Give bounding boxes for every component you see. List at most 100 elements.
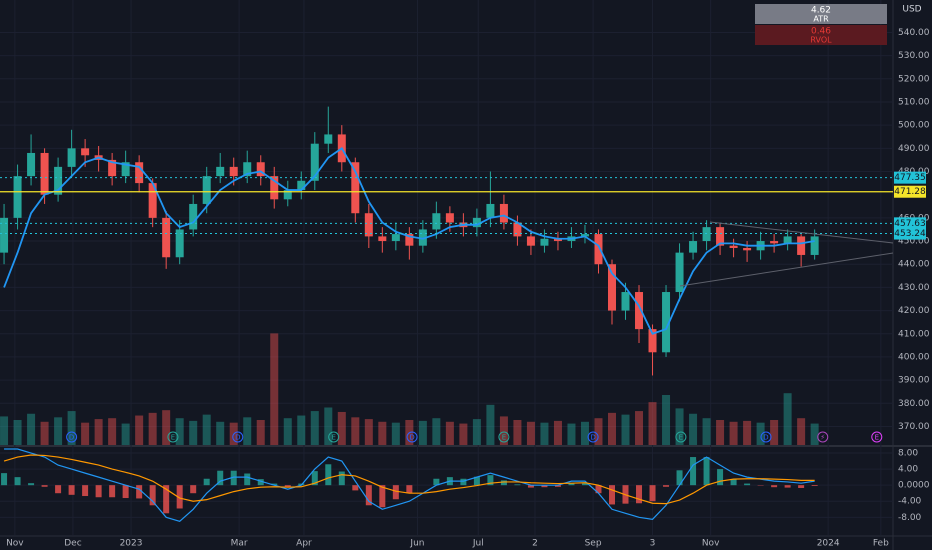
candle-body [743,247,752,251]
candle-body [594,234,603,265]
macd-histogram [460,478,467,486]
volume-bar [594,418,603,445]
candle-body [783,236,792,244]
level-label: 457.63 [894,219,926,229]
candle-body [351,162,360,214]
macd-tick-label: -8.00 [898,513,922,523]
volume-bar [418,420,427,445]
macd-histogram [771,485,778,488]
x-tick-label: Mar [231,539,248,549]
candle-body [270,176,279,200]
volume-bar [40,421,49,445]
macd-histogram [365,485,372,506]
macd-histogram [55,485,62,494]
macd-histogram [311,471,318,486]
event-marker [167,431,179,443]
candle-body [297,180,306,191]
level-label-box [894,185,926,198]
event-label: D [409,434,414,442]
macd-histogram [487,475,494,486]
currency[interactable]: USD [902,5,921,15]
event-label: D [590,434,595,442]
volume-bar [256,420,265,445]
volume-bar [310,411,319,445]
macd-histogram [109,485,116,498]
volume-bar [175,418,184,445]
macd-histogram [379,485,386,508]
macd-histogram [68,485,75,495]
x-tick-label: Jul [472,539,484,549]
candle-body [635,292,644,330]
macd-tick-label: 4.00 [898,465,918,475]
candle-body [513,222,522,237]
event-label: E [171,434,175,442]
candle-body [283,190,292,200]
volume-bar [499,416,508,445]
event-marker [760,431,772,443]
x-tick-label: Apr [296,539,312,549]
macd-histogram [595,485,602,494]
y-tick-label: 530.00 [898,51,930,61]
macd-histogram [190,485,197,494]
event-label: D [763,434,768,442]
macd-histogram [730,479,737,486]
volume-bar [0,416,9,445]
volume-bar [675,408,684,445]
candle-body [121,162,130,177]
grid [0,0,893,535]
y-tick-label: 410.00 [898,329,930,339]
candle-body [648,329,657,353]
macd-histogram [284,485,291,488]
volume-bar [364,419,373,445]
candle-body [175,229,184,258]
macd-histogram [649,485,656,502]
volume-bar [770,420,779,445]
y-tick-label: 390.00 [898,376,930,386]
volume-bar [702,418,711,445]
candle-body [243,162,252,177]
y-tick-label: 370.00 [898,422,930,432]
candle-body [540,238,549,246]
event-label: E [502,434,506,442]
candle-body [607,264,616,311]
y-tick-label: 520.00 [898,74,930,84]
x-tick-label: 3 [650,539,656,549]
event-marker [817,431,829,443]
candle-body [135,162,144,184]
volume-bar [121,423,130,445]
event-label: D [69,434,74,442]
macd-histogram [636,485,643,504]
volume-bar [729,421,738,445]
candle-body [229,166,238,177]
candle-body [256,162,265,177]
candle-body [526,236,535,246]
candle-body [702,227,711,242]
macd-histogram [176,485,183,509]
y-tick-label: 420.00 [898,306,930,316]
volume-bar [797,418,806,445]
macd-tick-label: -4.00 [898,497,922,507]
macd-histogram [541,485,548,488]
macd-histogram [784,485,791,488]
candle-body [148,183,157,218]
x-tick-label: Nov [702,539,720,549]
indicator-box [755,25,887,45]
candle-body [162,217,171,258]
volume-bar [13,420,22,445]
indicator-value: 4.62 [811,6,831,16]
macd-line [4,448,815,523]
macd-histogram [690,457,697,486]
volume-bar [270,333,279,445]
x-tick-label: Dec [64,539,81,549]
x-tick-label: 2 [532,539,538,549]
macd-histogram [703,457,710,486]
macd-histogram [257,479,264,486]
candle-body [729,245,738,248]
macd-histogram [136,485,143,499]
event-marker [232,431,244,443]
x-tick-label: Feb [873,539,889,549]
candle-body [108,159,117,177]
indicator-value: 0.46 [811,27,831,37]
x-tick-label: Nov [6,539,24,549]
